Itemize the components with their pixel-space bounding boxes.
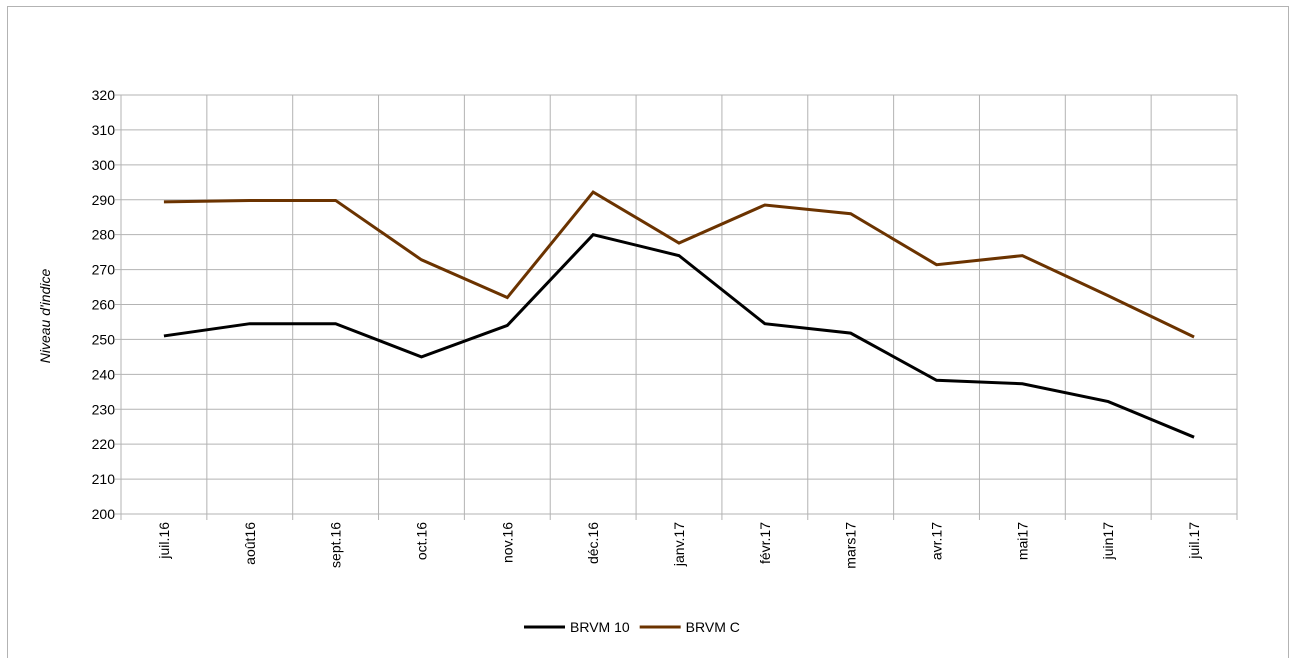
y-tick-label: 230 bbox=[92, 401, 116, 417]
x-tick-label: oct.16 bbox=[413, 522, 429, 560]
y-axis-label: Niveau d'indice bbox=[37, 269, 53, 364]
legend-label: BRVM 10 bbox=[570, 619, 630, 635]
x-tick-label: janv.17 bbox=[671, 522, 687, 567]
y-tick-label: 320 bbox=[92, 87, 116, 103]
x-tick-label: sept.16 bbox=[328, 522, 344, 568]
y-tick-label: 280 bbox=[92, 227, 116, 243]
grid-lines bbox=[115, 94, 1238, 520]
x-tick-label: août16 bbox=[242, 522, 258, 565]
x-tick-label: avr.17 bbox=[929, 522, 945, 560]
x-tick-label: mai17 bbox=[1014, 522, 1030, 560]
legend: BRVM 10 BRVM C bbox=[524, 619, 740, 635]
chart-frame bbox=[7, 6, 1289, 658]
x-tick-label: juin17 bbox=[1100, 522, 1116, 561]
y-tick-label: 310 bbox=[92, 122, 116, 138]
x-tick-label: mars17 bbox=[843, 522, 859, 569]
y-tick-label: 300 bbox=[92, 157, 116, 173]
y-tick-label: 240 bbox=[92, 366, 116, 382]
legend-label: BRVM C bbox=[686, 619, 740, 635]
series-line-2 bbox=[163, 190, 1195, 339]
y-tick-label: 290 bbox=[92, 192, 116, 208]
y-tick-label: 270 bbox=[92, 262, 116, 278]
x-tick-label: nov.16 bbox=[499, 522, 515, 563]
y-tick-label: 220 bbox=[92, 436, 116, 452]
y-tick-label: 260 bbox=[92, 297, 116, 313]
x-tick-label: déc.16 bbox=[585, 522, 601, 564]
x-tick-label: févr.17 bbox=[757, 522, 773, 564]
x-axis-ticks: juil.16 août16 sept.16 oct.16 nov.16 déc.16 ja… bbox=[156, 522, 1202, 569]
y-tick-label: 200 bbox=[92, 506, 116, 522]
y-tick-label: 210 bbox=[92, 471, 116, 487]
series-lines bbox=[163, 190, 1195, 439]
y-axis-ticks: 200 210 220 230 240 250 260 270 280 290 300 310 320 bbox=[92, 87, 116, 522]
x-tick-label: juil.17 bbox=[1186, 522, 1202, 560]
y-tick-label: 250 bbox=[92, 331, 116, 347]
x-tick-label: juil.16 bbox=[156, 522, 172, 560]
series-line-1 bbox=[163, 233, 1195, 439]
